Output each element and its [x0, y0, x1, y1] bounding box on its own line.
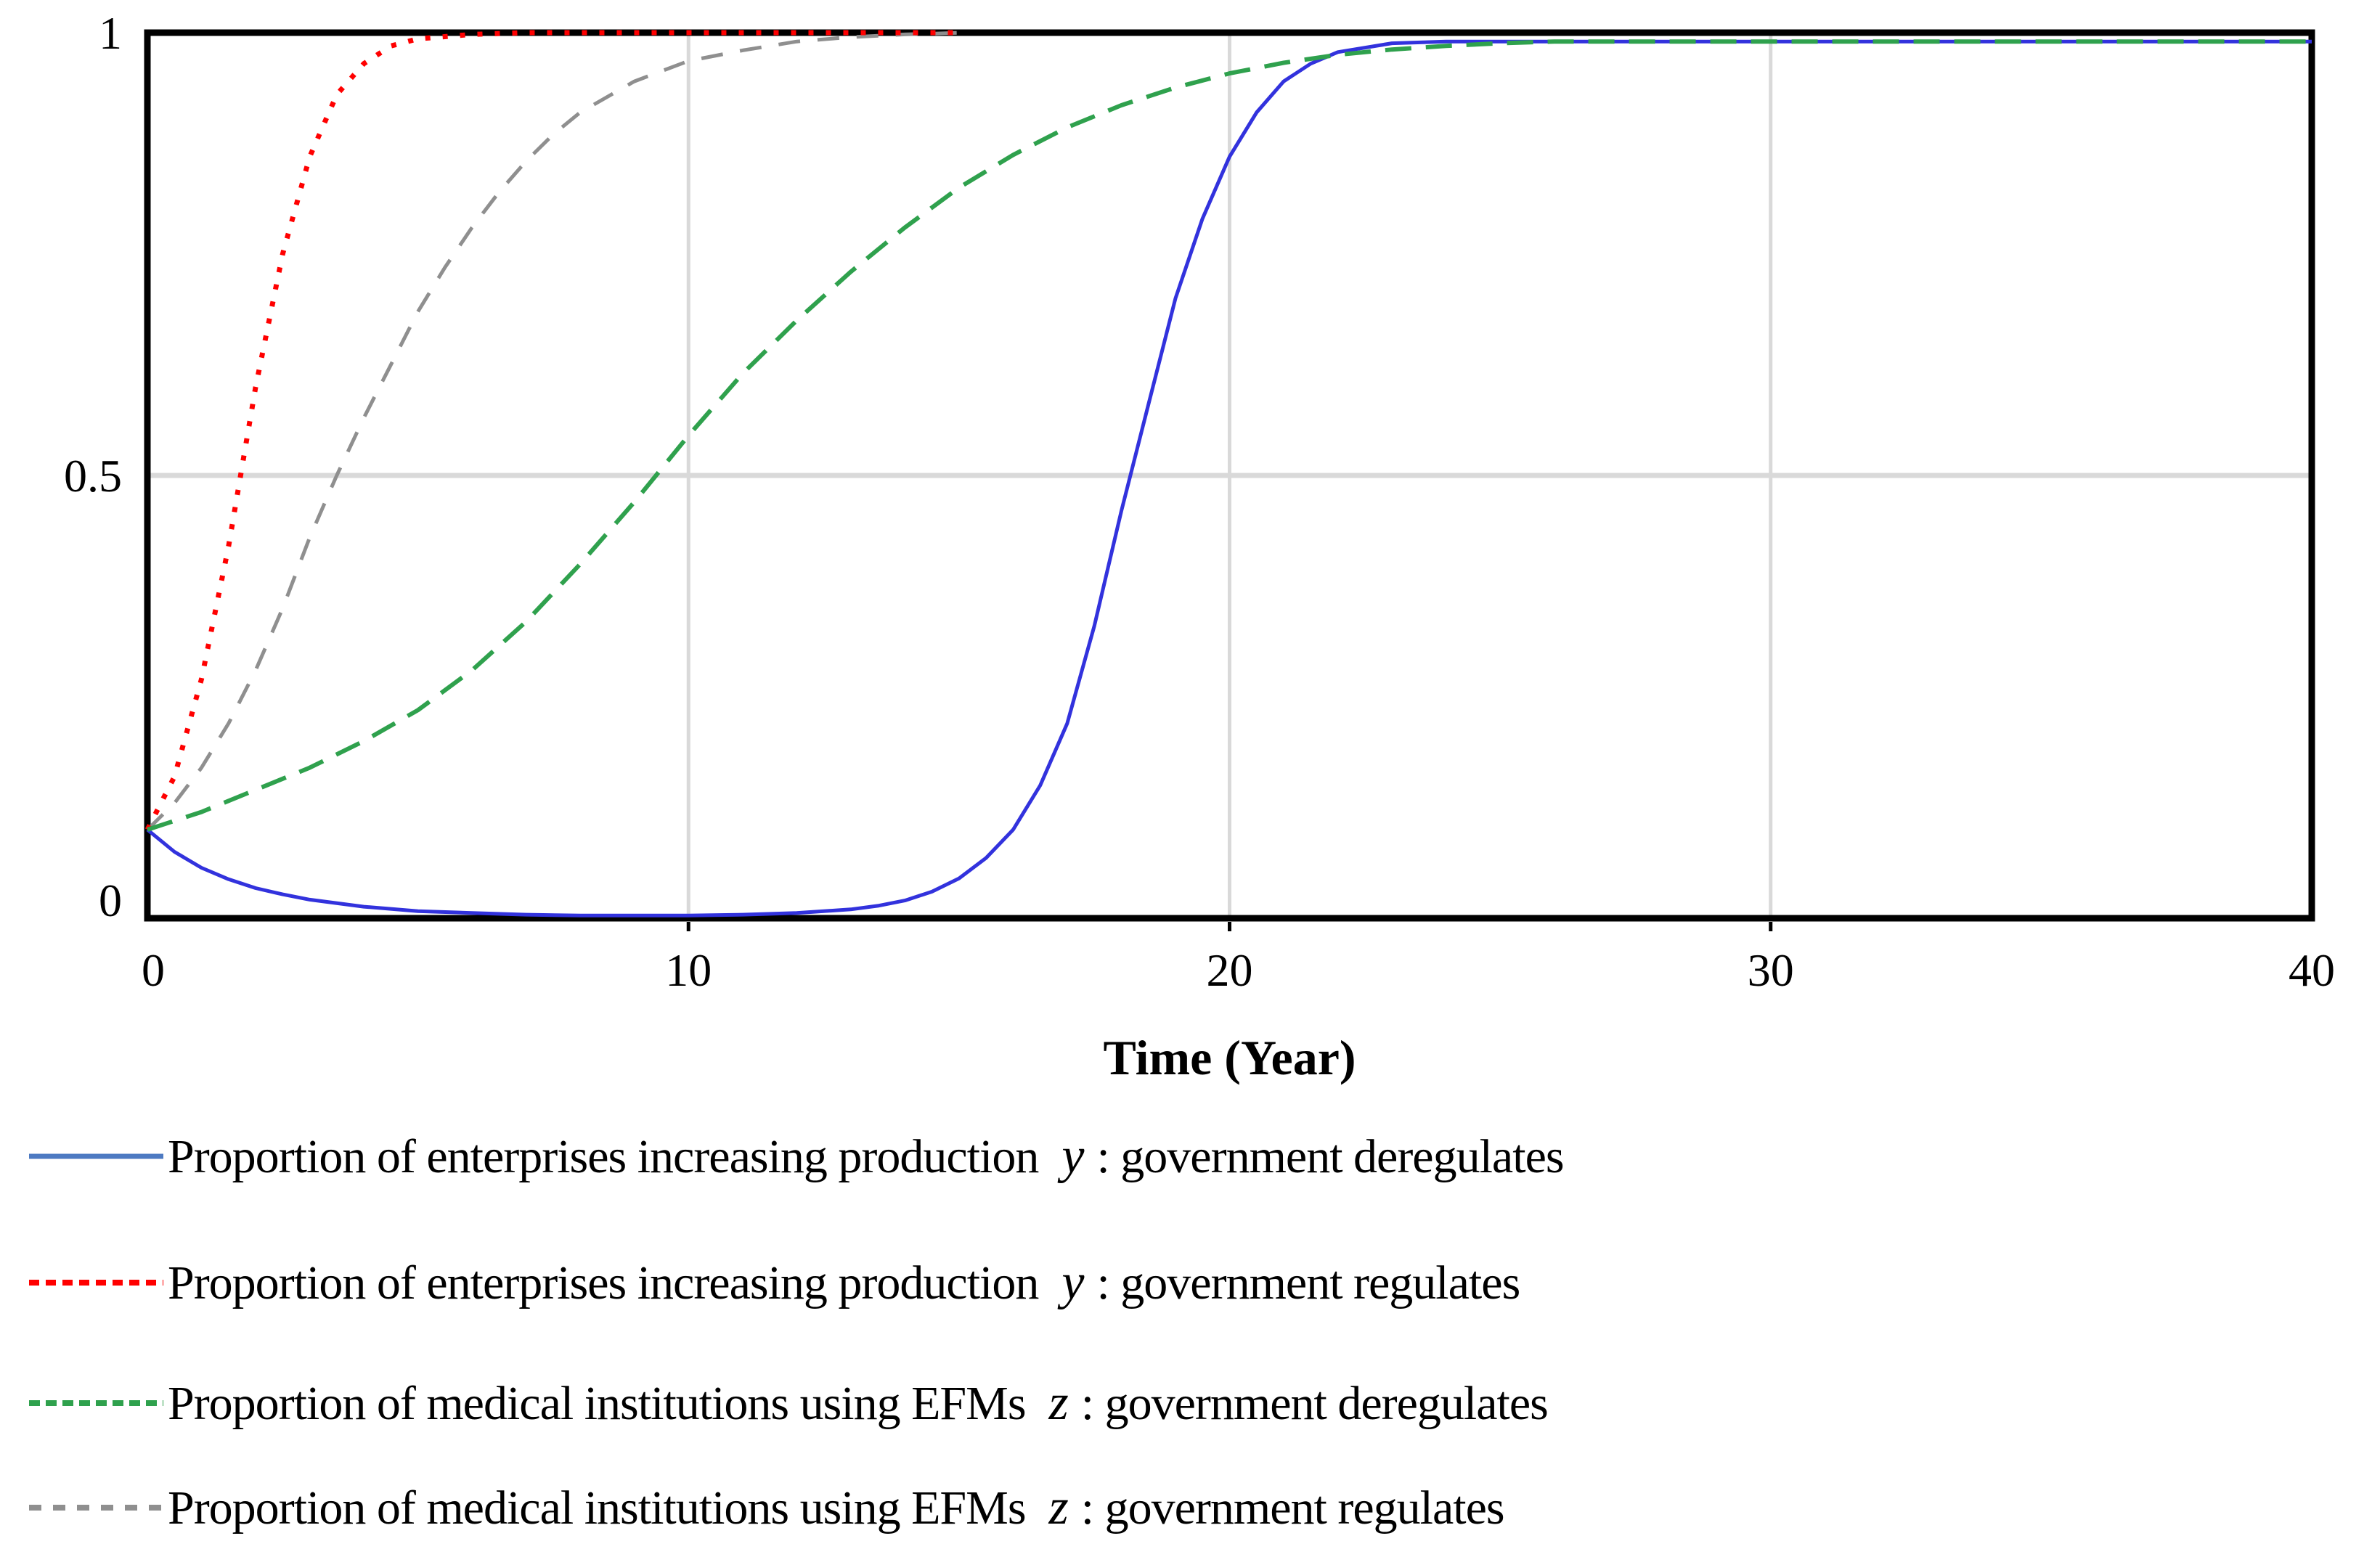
legend-label-suffix: : government deregulates: [1080, 1377, 1549, 1430]
legend-label-prefix: Proportion of medical institutions using…: [168, 1377, 1027, 1430]
legend-line-swatch-blue-solid: [29, 1151, 163, 1162]
svg-text:10: 10: [665, 944, 712, 996]
legend-variable-symbol: z: [1048, 1479, 1069, 1535]
svg-text:Time (Year): Time (Year): [1103, 1030, 1356, 1085]
svg-text:30: 30: [1748, 944, 1794, 996]
legend-variable-symbol: y: [1061, 1128, 1084, 1184]
svg-text:0.5: 0.5: [64, 450, 122, 502]
svg-text:20: 20: [1207, 944, 1253, 996]
legend-label-prefix: Proportion of enterprises increasing pro…: [168, 1130, 1039, 1183]
svg-text:0: 0: [142, 944, 165, 996]
legend-label-suffix: : government deregulates: [1096, 1130, 1564, 1183]
svg-text:1: 1: [99, 7, 122, 59]
legend-line-swatch-red-dotted: [29, 1277, 163, 1288]
legend-label-suffix: : government regulates: [1096, 1256, 1520, 1309]
legend-label-suffix: : government regulates: [1080, 1482, 1505, 1534]
legend-item-z-deregulates: Proportion of medical institutions using…: [29, 1370, 1549, 1436]
legend-variable-symbol: y: [1061, 1254, 1084, 1310]
svg-text:40: 40: [2289, 944, 2335, 996]
legend-item-y-regulates: Proportion of enterprises increasing pro…: [29, 1250, 1520, 1315]
legend-label-prefix: Proportion of enterprises increasing pro…: [168, 1256, 1039, 1309]
svg-text:0: 0: [99, 875, 122, 926]
legend-label-prefix: Proportion of medical institutions using…: [168, 1482, 1027, 1534]
legend-item-z-regulates: Proportion of medical institutions using…: [29, 1475, 1505, 1540]
legend-item-y-deregulates: Proportion of enterprises increasing pro…: [29, 1124, 1565, 1189]
legend-variable-symbol: z: [1048, 1375, 1069, 1431]
legend-line-swatch-gray-dashed: [29, 1502, 163, 1513]
legend-line-swatch-green-dashed: [29, 1397, 163, 1409]
